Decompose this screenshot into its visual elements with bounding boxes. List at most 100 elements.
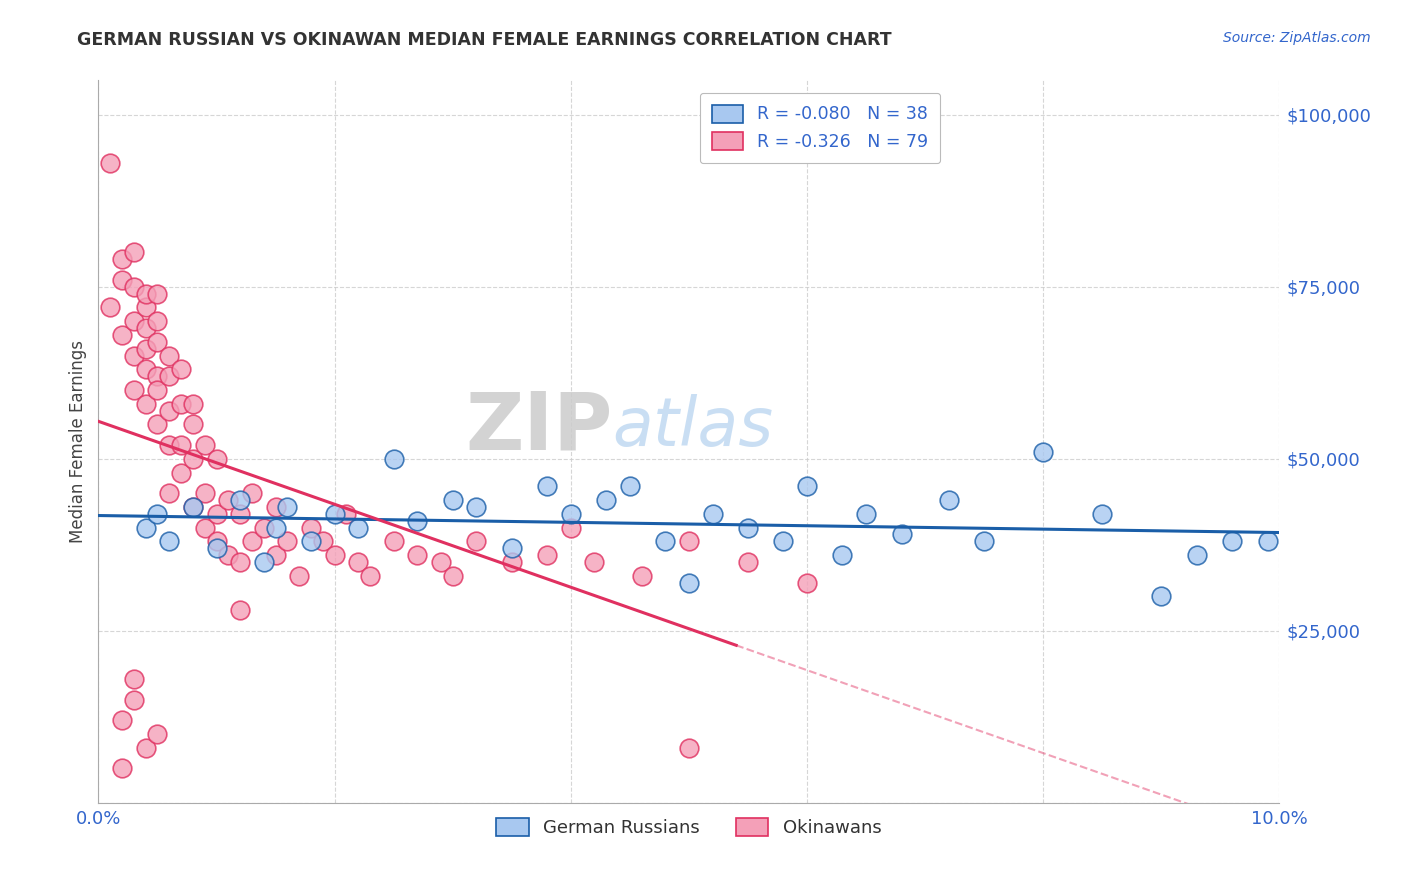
Point	[146, 286, 169, 301]
Point	[323, 507, 346, 521]
Point	[157, 403, 180, 417]
Point	[288, 568, 311, 582]
Point	[1220, 534, 1243, 549]
Point	[122, 692, 145, 706]
Point	[229, 493, 252, 508]
Point	[181, 500, 204, 514]
Point	[146, 727, 169, 741]
Point	[122, 672, 145, 686]
Point	[382, 451, 405, 466]
Point	[217, 493, 239, 508]
Point	[938, 493, 960, 508]
Point	[702, 507, 724, 521]
Point	[406, 548, 429, 562]
Point	[146, 314, 169, 328]
Point	[146, 334, 169, 349]
Text: GERMAN RUSSIAN VS OKINAWAN MEDIAN FEMALE EARNINGS CORRELATION CHART: GERMAN RUSSIAN VS OKINAWAN MEDIAN FEMALE…	[77, 31, 891, 49]
Point	[335, 507, 357, 521]
Point	[98, 156, 121, 170]
Point	[253, 555, 276, 569]
Text: atlas: atlas	[612, 394, 773, 460]
Point	[276, 534, 298, 549]
Point	[229, 555, 252, 569]
Point	[135, 362, 157, 376]
Point	[240, 534, 263, 549]
Point	[654, 534, 676, 549]
Point	[181, 451, 204, 466]
Point	[122, 383, 145, 397]
Point	[678, 575, 700, 590]
Point	[170, 362, 193, 376]
Point	[181, 500, 204, 514]
Point	[855, 507, 877, 521]
Point	[157, 349, 180, 363]
Point	[253, 520, 276, 534]
Point	[205, 541, 228, 556]
Point	[1185, 548, 1208, 562]
Point	[111, 252, 134, 267]
Point	[678, 534, 700, 549]
Legend: German Russians, Okinawans: German Russians, Okinawans	[485, 807, 893, 848]
Text: ZIP: ZIP	[465, 388, 612, 467]
Point	[157, 369, 180, 384]
Point	[347, 555, 370, 569]
Point	[217, 548, 239, 562]
Point	[135, 520, 157, 534]
Point	[170, 466, 193, 480]
Point	[111, 761, 134, 775]
Point	[111, 273, 134, 287]
Point	[146, 383, 169, 397]
Point	[737, 520, 759, 534]
Point	[111, 327, 134, 342]
Point	[276, 500, 298, 514]
Point	[772, 534, 794, 549]
Point	[312, 534, 335, 549]
Point	[382, 534, 405, 549]
Point	[583, 555, 606, 569]
Point	[146, 369, 169, 384]
Text: Source: ZipAtlas.com: Source: ZipAtlas.com	[1223, 31, 1371, 45]
Y-axis label: Median Female Earnings: Median Female Earnings	[69, 340, 87, 543]
Point	[122, 279, 145, 293]
Point	[465, 500, 488, 514]
Point	[359, 568, 381, 582]
Point	[122, 245, 145, 260]
Point	[205, 507, 228, 521]
Point	[264, 500, 287, 514]
Point	[122, 314, 145, 328]
Point	[501, 541, 523, 556]
Point	[181, 417, 204, 432]
Point	[194, 486, 217, 500]
Point	[146, 507, 169, 521]
Point	[501, 555, 523, 569]
Point	[205, 451, 228, 466]
Point	[973, 534, 995, 549]
Point	[135, 286, 157, 301]
Point	[205, 534, 228, 549]
Point	[1257, 534, 1279, 549]
Point	[135, 397, 157, 411]
Point	[146, 417, 169, 432]
Point	[796, 575, 818, 590]
Point	[299, 520, 322, 534]
Point	[560, 520, 582, 534]
Point	[135, 321, 157, 335]
Point	[831, 548, 853, 562]
Point	[229, 603, 252, 617]
Point	[170, 438, 193, 452]
Point	[135, 301, 157, 315]
Point	[135, 740, 157, 755]
Point	[630, 568, 652, 582]
Point	[595, 493, 617, 508]
Point	[678, 740, 700, 755]
Point	[465, 534, 488, 549]
Point	[536, 479, 558, 493]
Point	[194, 520, 217, 534]
Point	[98, 301, 121, 315]
Point	[170, 397, 193, 411]
Point	[347, 520, 370, 534]
Point	[560, 507, 582, 521]
Point	[441, 568, 464, 582]
Point	[737, 555, 759, 569]
Point	[619, 479, 641, 493]
